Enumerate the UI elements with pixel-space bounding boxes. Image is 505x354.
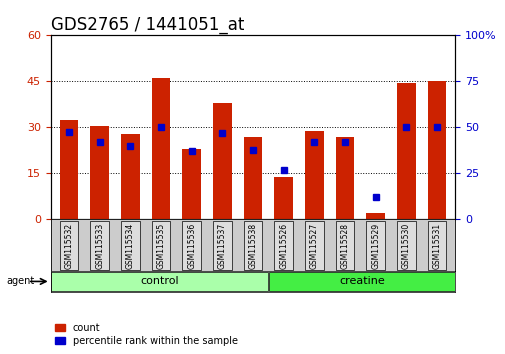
Bar <box>396 83 415 219</box>
Text: GSM115531: GSM115531 <box>432 223 441 269</box>
Text: GSM115536: GSM115536 <box>187 223 196 269</box>
Text: GSM115526: GSM115526 <box>279 223 287 269</box>
Bar <box>427 221 445 270</box>
Text: GSM115532: GSM115532 <box>64 223 73 269</box>
Bar <box>152 221 170 270</box>
Bar <box>121 133 139 219</box>
Bar <box>243 137 262 219</box>
Text: control: control <box>140 276 179 286</box>
Text: GSM115528: GSM115528 <box>340 223 349 269</box>
Text: GDS2765 / 1441051_at: GDS2765 / 1441051_at <box>50 16 243 34</box>
Bar <box>90 126 109 219</box>
Legend: count, percentile rank within the sample: count, percentile rank within the sample <box>56 323 237 346</box>
Bar <box>152 78 170 219</box>
Bar <box>51 272 268 291</box>
Bar <box>305 221 323 270</box>
Text: GSM115537: GSM115537 <box>218 223 226 269</box>
Bar <box>60 221 78 270</box>
Bar <box>396 221 415 270</box>
Text: GSM115534: GSM115534 <box>126 223 134 269</box>
Text: agent: agent <box>6 276 34 286</box>
Text: GSM115538: GSM115538 <box>248 223 257 269</box>
Bar <box>60 120 78 219</box>
Bar <box>182 221 200 270</box>
Bar <box>366 213 384 219</box>
Bar <box>305 131 323 219</box>
Text: GSM115535: GSM115535 <box>156 223 165 269</box>
Bar <box>213 103 231 219</box>
Bar <box>274 221 292 270</box>
Bar <box>213 221 231 270</box>
Text: GSM115530: GSM115530 <box>401 223 410 269</box>
Bar <box>121 221 139 270</box>
Bar <box>269 272 454 291</box>
Bar <box>335 137 353 219</box>
Text: GSM115527: GSM115527 <box>309 223 318 269</box>
Text: GSM115533: GSM115533 <box>95 223 104 269</box>
Text: creatine: creatine <box>338 276 384 286</box>
Bar <box>335 221 353 270</box>
Bar <box>243 221 262 270</box>
Bar <box>274 177 292 219</box>
Bar <box>90 221 109 270</box>
Bar <box>427 81 445 219</box>
Bar <box>366 221 384 270</box>
Bar <box>182 149 200 219</box>
Text: GSM115529: GSM115529 <box>371 223 379 269</box>
